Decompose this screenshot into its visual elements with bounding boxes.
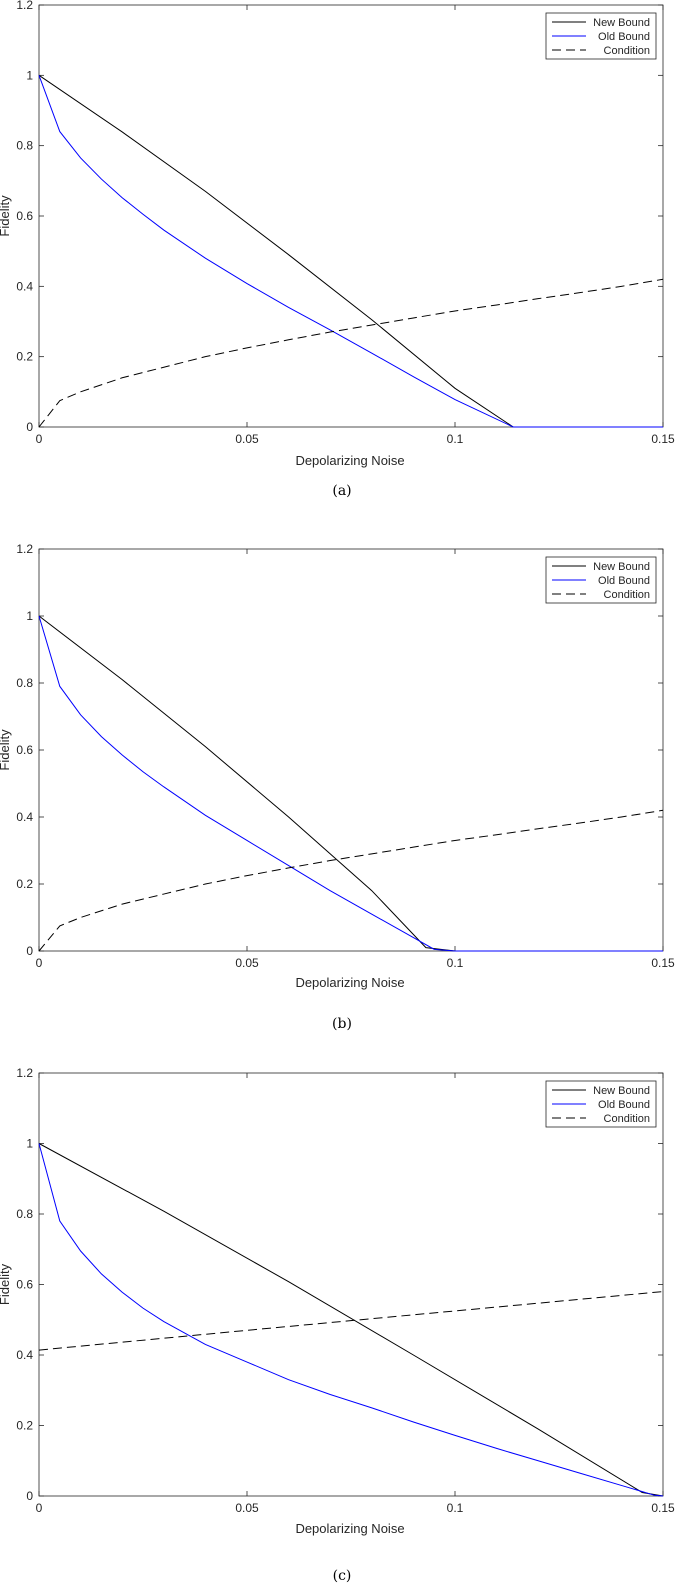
x-tick-label: 0.15 [651,1501,675,1515]
series-line-new-bound [38,1143,664,1497]
y-tick-label: 0.6 [16,743,33,757]
legend-label: New Bound [593,1085,650,1097]
legend: New Bound Old Bound Condition [545,12,657,60]
y-tick-label: 0.8 [16,139,33,153]
chart-panel-b: 0 0.2 0.4 0.6 0.8 1 1.2 0 0.05 0.1 0.15 Depolarizin… [0,542,675,1032]
y-tick-label: 1 [26,68,33,82]
y-tick-label: 0.6 [16,1278,33,1292]
legend-label: Old Bound [598,31,650,43]
series-line-condition [38,809,664,952]
series-line-old-bound [38,75,663,428]
y-tick-label: 1 [26,609,33,623]
y-tick-label: 0.8 [16,676,33,690]
y-axis-label: Fidelity [0,1263,12,1305]
series-line-condition [38,1291,664,1351]
y-tick-label: 0 [26,944,33,958]
figure-caption: (c) [333,1568,352,1584]
legend: New Bound Old Bound Condition [545,556,657,604]
figure-caption: (a) [332,483,351,499]
series-line-condition [38,278,664,428]
x-tick-label: 0.1 [447,1501,464,1515]
x-tick-label: 0.05 [235,956,259,970]
y-tick-label: 0.2 [16,1419,33,1433]
y-tick-label: 0.4 [16,810,33,824]
legend-label: Condition [604,45,650,57]
x-tick-label: 0.1 [447,432,464,446]
y-tick-label: 0.6 [16,209,33,223]
y-tick-label: 1 [26,1137,33,1151]
series-line-old-bound [38,615,663,952]
y-tick-label: 0 [26,420,33,434]
plot-area [38,1072,664,1497]
x-tick-label: 0.1 [447,956,464,970]
x-tick-label: 0 [36,956,43,970]
y-tick-label: 0.2 [16,350,33,364]
x-tick-label: 0 [36,432,43,446]
legend-label: Old Bound [598,575,650,587]
y-tick-label: 0.4 [16,279,33,293]
legend-label: Condition [604,589,650,601]
plot-area [38,4,664,428]
x-tick-label: 0 [36,1501,43,1515]
plot-area [38,548,664,952]
y-tick-label: 0.2 [16,877,33,891]
y-tick-label: 0.8 [16,1207,33,1221]
legend-label: Condition [604,1113,650,1125]
y-tick-label: 1.2 [16,1066,33,1080]
y-tick-label: 1.2 [16,542,33,556]
x-tick-label: 0.05 [235,1501,259,1515]
y-tick-label: 1.2 [16,0,33,12]
x-tick-label: 0.15 [651,956,675,970]
y-tick-label: 0 [26,1489,33,1503]
y-axis-label: Fidelity [0,195,12,237]
x-axis-label: Depolarizing Noise [295,1521,404,1536]
x-axis-label: Depolarizing Noise [295,975,404,990]
legend-label: New Bound [593,561,650,573]
figure-caption: (b) [332,1016,352,1032]
y-axis-label: Fidelity [0,729,12,771]
legend: New Bound Old Bound Condition [545,1080,657,1128]
x-tick-label: 0.15 [651,432,675,446]
chart-panel-c: 0 0.2 0.4 0.6 0.8 1 1.2 0 0.05 0.1 0.15 Depolarizin… [0,1066,675,1584]
chart-panel-a: 0 0.2 0.4 0.6 0.8 1 1.2 0 0.05 0.1 0.15 Depolarizin… [0,0,675,499]
x-tick-label: 0.05 [235,432,259,446]
x-axis-label: Depolarizing Noise [295,453,404,468]
y-tick-label: 0.4 [16,1348,33,1362]
series-line-old-bound [38,1143,664,1497]
legend-label: New Bound [593,17,650,29]
legend-label: Old Bound [598,1099,650,1111]
